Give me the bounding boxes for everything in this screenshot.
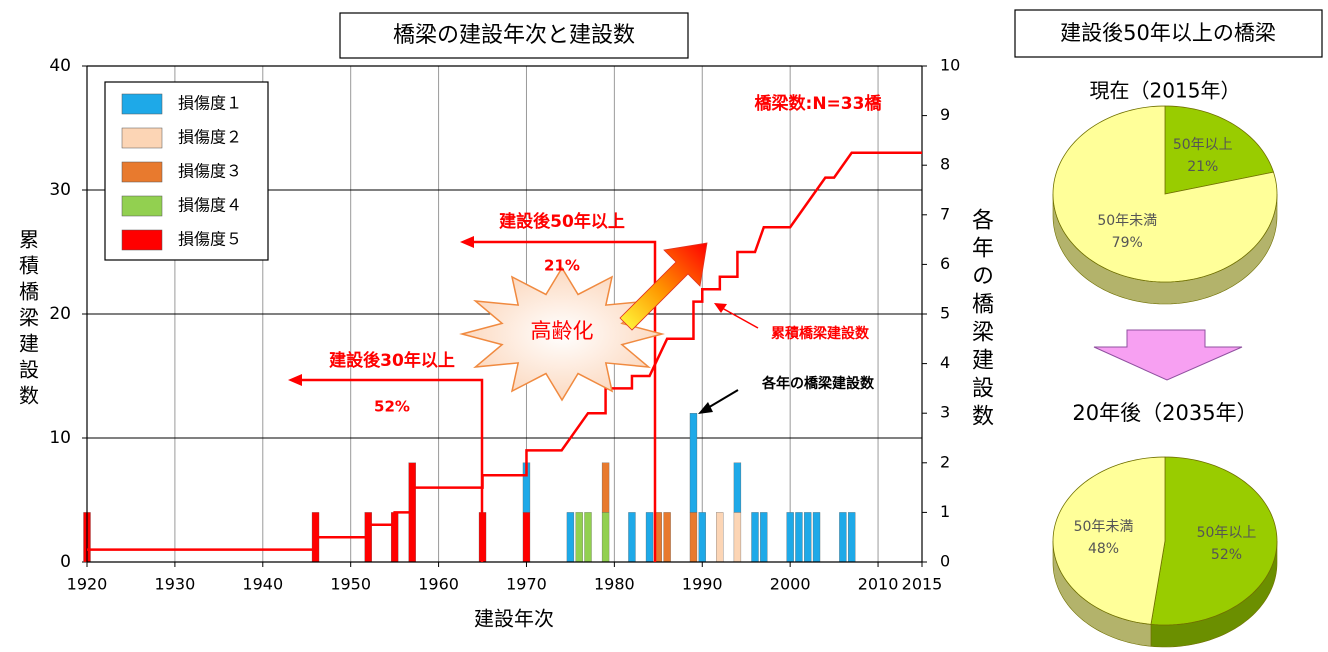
legend-swatch [122,162,162,182]
x-tick-label: 2015 [902,575,943,594]
bar [690,413,697,512]
pie-label: 50年未満 [1097,213,1157,229]
annotation: 高齢化 [531,319,594,343]
y-tick-label: 0 [60,552,71,572]
y-tick-label: 20 [49,304,71,324]
bar [839,512,846,562]
annotation: 21% [544,257,580,275]
y2-axis-title: 各年の橋梁建設数 [968,208,994,432]
y-axis-title: 累積橋梁建設数 [16,229,40,411]
legend-label: 損傷度５ [178,230,242,249]
pie-value-label: 21% [1187,159,1218,175]
pie-label: 50年未満 [1074,519,1134,535]
bar [567,512,574,562]
pie-value-label: 48% [1088,541,1119,557]
bar [804,512,811,562]
pie-value-label: 79% [1112,235,1143,251]
y-tick-label: 40 [49,56,71,76]
bar [576,512,583,562]
y2-tick-label: 0 [940,552,950,571]
legend-label: 損傷度３ [178,162,242,181]
annotation: 52% [374,398,410,416]
chart: 橋梁の建設年次と建設数 建設後50年以上の橋梁 建設年次 累積橋梁建設数 各年の… [0,0,1328,652]
page: {"chart_data": [ {"type": "bar", "title"… [0,0,1328,652]
bar [752,512,759,562]
bar [787,512,794,562]
y2-tick-label: 3 [940,403,950,422]
chart-title: 橋梁の建設年次と建設数 [393,23,635,48]
legend-label: 損傷度１ [178,94,242,113]
x-tick-label: 1930 [155,575,196,594]
annotation: 各年の橋梁建設数 [761,375,875,392]
y2-tick-label: 1 [940,502,950,521]
x-tick-label: 1970 [506,575,547,594]
x-axis-title: 建設年次 [474,607,554,631]
x-tick-label: 1980 [594,575,635,594]
legend-swatch [122,94,162,114]
x-tick-label: 1960 [418,575,459,594]
bar [716,512,723,562]
legend-swatch [122,196,162,216]
pie-title: 20年後（2035年） [1072,401,1257,425]
down-arrow [1094,330,1242,380]
bar [813,512,820,562]
y2-tick-label: 4 [940,353,950,372]
x-tick-label: 2000 [770,575,811,594]
pie-title: 現在（2015年） [1090,79,1241,103]
bar [734,512,741,562]
legend-label: 損傷度４ [178,196,242,215]
bar [795,512,802,562]
pie-value-label: 52% [1211,547,1242,563]
x-tick-label: 1940 [242,575,283,594]
bar [646,512,653,562]
pie-label: 50年以上 [1197,525,1257,541]
annotation: 建設後30年以上 [329,350,455,371]
bar [602,463,609,513]
y2-tick-label: 8 [940,155,950,174]
panel-title: 建設後50年以上の橋梁 [1060,21,1276,45]
legend-swatch [122,230,162,250]
x-tick-label: 2010 [858,575,899,594]
y-tick-label: 10 [49,428,71,448]
bar [690,512,697,562]
bar [602,512,609,562]
y2-tick-label: 2 [940,452,950,471]
y-tick-label: 30 [49,180,71,200]
bar [760,512,767,562]
y2-tick-label: 7 [940,204,950,223]
y2-tick-label: 6 [940,254,950,273]
y2-tick-label: 9 [940,105,950,124]
y2-tick-label: 5 [940,304,950,323]
annotation: 建設後50年以上 [499,211,625,232]
annotation: 橋梁数:N=33橋 [755,93,883,114]
x-tick-label: 1920 [67,575,108,594]
bar [664,512,671,562]
y2-tick-label: 10 [940,56,960,75]
bar [585,512,592,562]
bar [848,512,855,562]
legend-swatch [122,128,162,148]
x-tick-label: 1950 [330,575,371,594]
bar [734,463,741,513]
pie-label: 50年以上 [1173,137,1233,153]
bar [699,512,706,562]
x-tick-label: 1990 [682,575,723,594]
bar [628,512,635,562]
legend-label: 損傷度２ [178,128,242,147]
annotation: 累積橋梁建設数 [771,325,870,342]
bar [523,512,530,562]
